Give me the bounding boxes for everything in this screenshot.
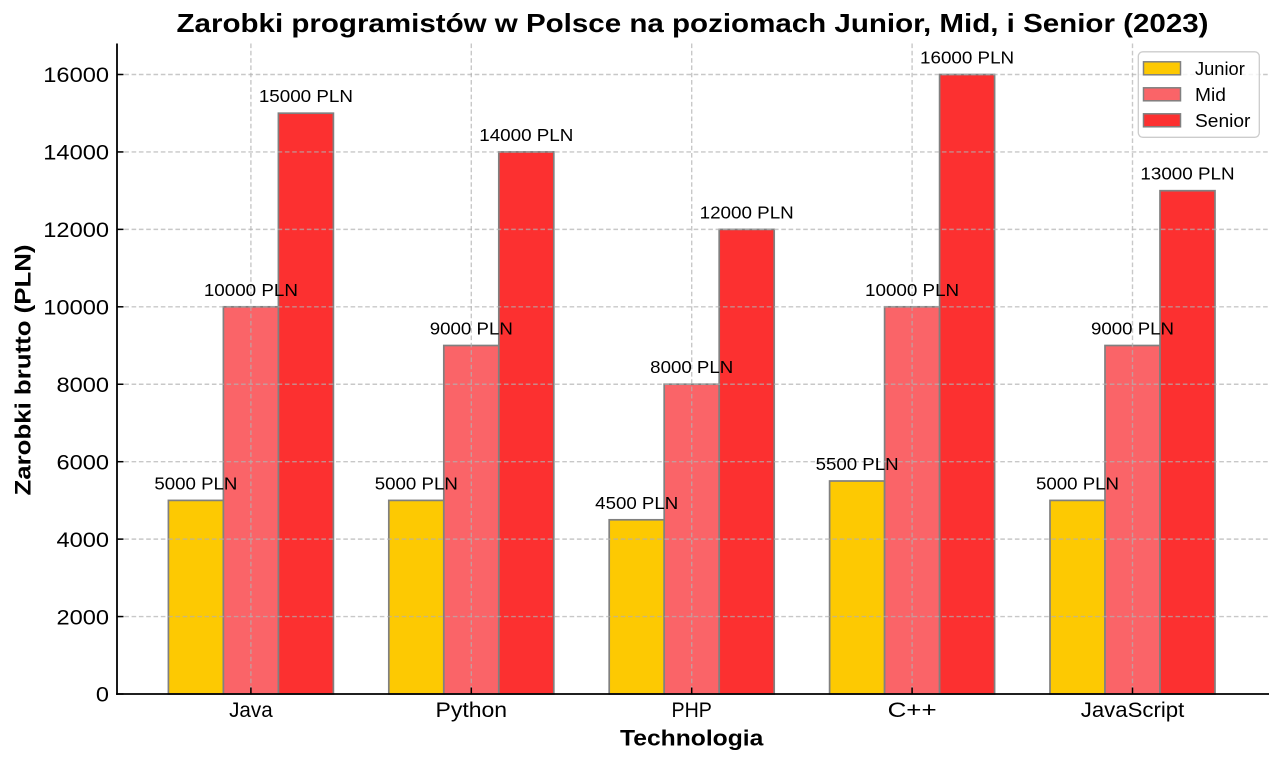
svg-text:Python: Python [436,698,508,722]
svg-text:16000: 16000 [43,63,109,87]
svg-text:8000: 8000 [57,373,110,397]
svg-text:14000 PLN: 14000 PLN [479,125,573,145]
svg-text:15000 PLN: 15000 PLN [259,86,353,106]
svg-text:5000 PLN: 5000 PLN [154,473,237,493]
svg-text:5000 PLN: 5000 PLN [1036,473,1119,493]
svg-text:13000 PLN: 13000 PLN [1140,164,1234,184]
svg-text:10000 PLN: 10000 PLN [865,280,959,300]
svg-text:9000 PLN: 9000 PLN [1091,319,1174,339]
svg-text:12000 PLN: 12000 PLN [700,202,794,222]
svg-text:Java: Java [229,698,273,722]
svg-text:5000 PLN: 5000 PLN [375,473,458,493]
svg-text:12000: 12000 [43,218,109,242]
svg-text:4000: 4000 [57,528,110,552]
svg-text:0: 0 [96,683,109,707]
svg-text:PHP: PHP [672,698,712,722]
svg-text:Mid: Mid [1195,85,1226,105]
svg-text:Technologia: Technologia [620,726,764,751]
svg-text:2000: 2000 [57,605,110,629]
svg-text:9000 PLN: 9000 PLN [430,319,513,339]
svg-text:Senior: Senior [1195,111,1250,131]
svg-text:16000 PLN: 16000 PLN [920,48,1014,68]
svg-text:6000: 6000 [57,450,110,474]
svg-text:14000: 14000 [43,141,109,165]
svg-text:Junior: Junior [1195,59,1245,79]
svg-text:Zarobki programistów w Polsce: Zarobki programistów w Polsce na pozioma… [177,10,1209,38]
svg-text:C++: C++ [888,698,937,722]
svg-text:5500 PLN: 5500 PLN [816,454,899,474]
svg-text:8000 PLN: 8000 PLN [650,357,733,377]
svg-text:10000: 10000 [43,296,109,320]
svg-text:Zarobki brutto (PLN): Zarobki brutto (PLN) [11,245,36,496]
svg-text:10000 PLN: 10000 PLN [204,280,298,300]
svg-text:JavaScript: JavaScript [1081,698,1185,722]
svg-text:4500 PLN: 4500 PLN [595,493,678,513]
